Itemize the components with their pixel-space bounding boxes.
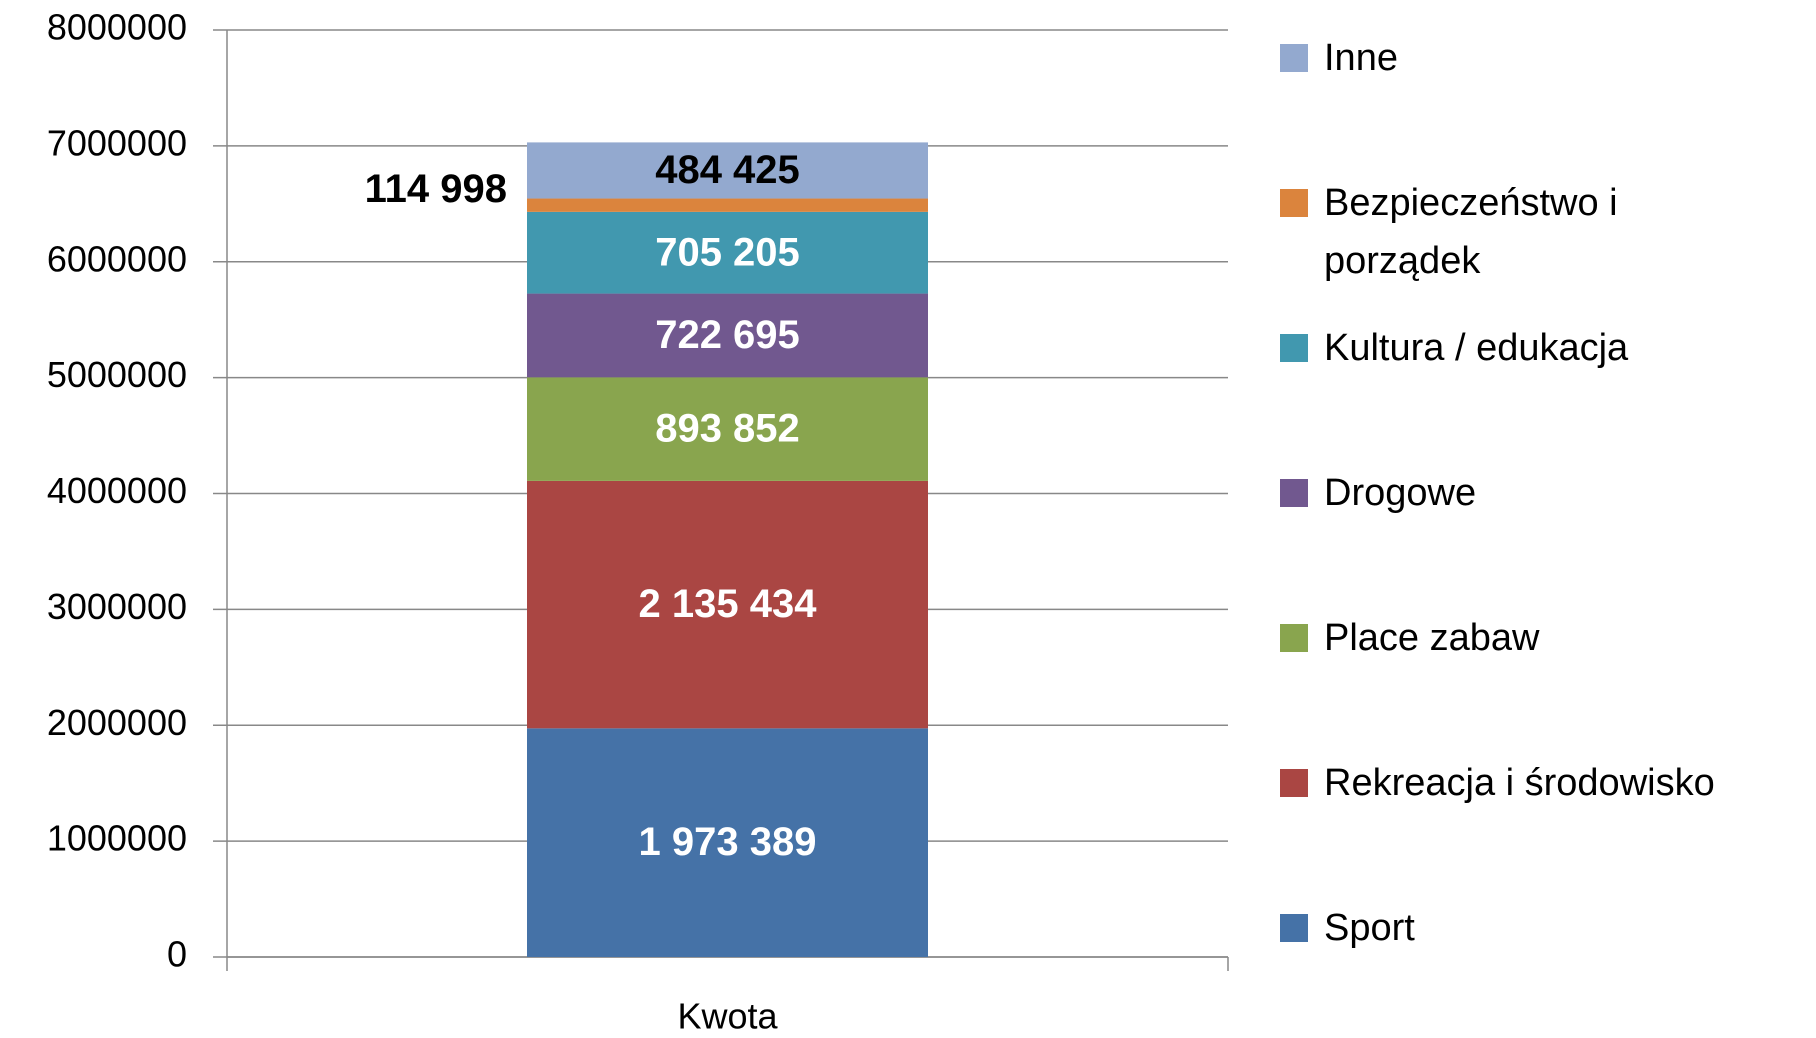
data-label: 893 852	[655, 407, 800, 451]
legend-item: Inne	[1280, 29, 1764, 87]
y-tick-label: 6000000	[47, 238, 187, 279]
bar-segment	[527, 211, 928, 294]
legend-item: Bezpieczeństwo i porządek	[1280, 174, 1764, 290]
bar-segment	[527, 293, 928, 378]
legend-label: Sport	[1324, 907, 1415, 949]
data-label: 705 205	[655, 230, 800, 274]
legend-label: Drogowe	[1324, 472, 1477, 514]
legend-swatch	[1280, 769, 1308, 797]
y-tick-label: 8000000	[47, 7, 187, 48]
data-label: 2 135 434	[639, 582, 818, 626]
legend-label: Bezpieczeństwo i porządek	[1324, 182, 1618, 282]
legend-item: Place zabaw	[1280, 609, 1764, 667]
legend-item: Drogowe	[1280, 464, 1764, 522]
y-tick-label: 5000000	[47, 354, 187, 395]
data-label: 722 695	[655, 313, 800, 357]
legend-label: Inne	[1324, 37, 1398, 79]
bar-segment	[527, 377, 928, 481]
bar-segment	[527, 198, 928, 212]
y-tick-label: 2000000	[47, 702, 187, 743]
legend-swatch	[1280, 44, 1308, 72]
legend-swatch	[1280, 914, 1308, 942]
legend-swatch	[1280, 334, 1308, 362]
legend-item: Sport	[1280, 899, 1764, 957]
legend-item: Rekreacja i środowisko	[1280, 754, 1764, 812]
legend-label: Rekreacja i środowisko	[1324, 762, 1715, 804]
data-label: 1 973 389	[639, 820, 817, 864]
legend-swatch	[1280, 479, 1308, 507]
y-tick-label: 0	[167, 934, 187, 975]
y-tick-label: 7000000	[47, 122, 187, 163]
legend-label: Kultura / edukacja	[1324, 327, 1629, 369]
x-tick-label: Kwota	[677, 996, 778, 1037]
data-label: 484 425	[655, 148, 800, 192]
legend-swatch	[1280, 189, 1308, 217]
y-tick-label: 1000000	[47, 818, 187, 859]
bar-segment	[527, 728, 928, 957]
legend-swatch	[1280, 624, 1308, 652]
bar-segment	[527, 480, 928, 729]
y-tick-label: 3000000	[47, 586, 187, 627]
legend-label: Place zabaw	[1324, 617, 1540, 659]
bar-segment	[527, 142, 928, 199]
y-tick-label: 4000000	[47, 470, 187, 511]
data-label: 114 998	[365, 167, 507, 211]
legend-item: Kultura / edukacja	[1280, 319, 1764, 377]
